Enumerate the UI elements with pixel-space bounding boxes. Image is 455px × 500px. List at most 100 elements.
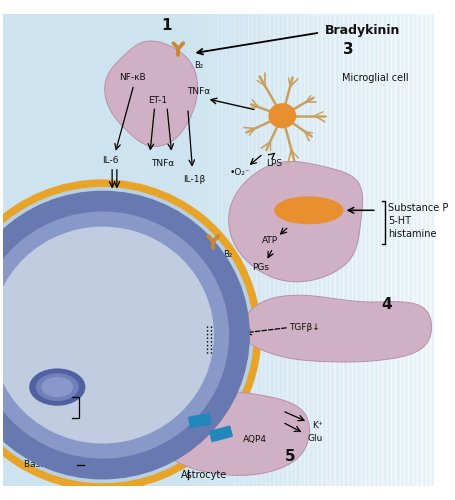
Ellipse shape	[0, 192, 249, 479]
Bar	[177, 14, 182, 486]
Bar	[321, 14, 325, 486]
Text: ATP: ATP	[261, 236, 278, 245]
Text: Capillary: Capillary	[3, 338, 46, 347]
Text: Glu: Glu	[307, 434, 322, 442]
Bar	[230, 14, 234, 486]
Ellipse shape	[0, 212, 228, 458]
Polygon shape	[105, 41, 197, 146]
Polygon shape	[241, 295, 430, 362]
Bar	[325, 14, 329, 486]
Text: 5: 5	[284, 448, 294, 464]
Bar	[286, 14, 290, 486]
Text: Substance P: Substance P	[387, 202, 448, 212]
Bar	[312, 14, 317, 486]
Bar	[316, 14, 321, 486]
Bar	[351, 14, 355, 486]
Bar	[386, 14, 390, 486]
Bar	[225, 14, 230, 486]
Bar	[195, 14, 199, 486]
Bar	[420, 14, 425, 486]
Bar	[221, 14, 225, 486]
Text: Tight: Tight	[185, 336, 208, 344]
Bar	[299, 14, 303, 486]
Bar	[377, 14, 382, 486]
Bar	[191, 14, 195, 486]
Ellipse shape	[0, 228, 213, 443]
Polygon shape	[228, 162, 362, 282]
Text: junction: junction	[178, 345, 215, 354]
Bar	[373, 14, 377, 486]
Ellipse shape	[30, 369, 85, 405]
Text: IL-1β: IL-1β	[183, 174, 205, 184]
Bar	[268, 14, 273, 486]
Bar	[429, 14, 434, 486]
Text: AQP4: AQP4	[242, 434, 266, 444]
Bar	[188, 414, 211, 428]
Bar	[329, 14, 334, 486]
Ellipse shape	[36, 374, 78, 400]
Bar	[290, 14, 295, 486]
Text: TNFα: TNFα	[187, 86, 210, 96]
Bar	[247, 14, 252, 486]
Bar	[343, 14, 347, 486]
Bar	[347, 14, 351, 486]
Bar	[199, 14, 204, 486]
Text: NF-κB: NF-κB	[119, 74, 146, 82]
Ellipse shape	[42, 378, 72, 396]
Text: PGs: PGs	[252, 262, 268, 272]
Bar	[278, 14, 282, 486]
Text: •O₂⁻: •O₂⁻	[229, 168, 250, 177]
Ellipse shape	[0, 180, 260, 490]
Bar	[369, 14, 373, 486]
Bar	[182, 14, 186, 486]
Text: K⁺: K⁺	[311, 422, 322, 430]
Bar	[186, 14, 191, 486]
Ellipse shape	[268, 104, 295, 128]
Bar	[173, 14, 177, 486]
Bar	[403, 14, 408, 486]
Text: [Ca²⁺]ᴵ↑: [Ca²⁺]ᴵ↑	[290, 206, 326, 215]
Bar	[364, 14, 369, 486]
Text: LPS: LPS	[265, 158, 281, 168]
Text: 3: 3	[343, 42, 353, 57]
Bar	[394, 14, 399, 486]
Ellipse shape	[0, 188, 253, 482]
Bar	[260, 14, 264, 486]
Bar	[412, 14, 416, 486]
Text: Bradykinin: Bradykinin	[324, 24, 399, 37]
Bar	[251, 14, 256, 486]
Text: B₂: B₂	[222, 250, 231, 259]
Bar	[208, 14, 212, 486]
Bar	[360, 14, 364, 486]
Bar	[212, 14, 217, 486]
Bar	[273, 14, 278, 486]
Text: 5-HT: 5-HT	[387, 216, 410, 226]
Text: Endothelial: Endothelial	[27, 397, 78, 406]
Bar	[381, 14, 386, 486]
Text: TGFβ↓: TGFβ↓	[288, 323, 318, 332]
Text: 4: 4	[380, 298, 391, 312]
Text: IL-6: IL-6	[102, 156, 118, 164]
Bar	[295, 14, 299, 486]
Text: B₂: B₂	[194, 61, 203, 70]
Text: Agrin?: Agrin?	[189, 411, 218, 420]
Bar	[425, 14, 430, 486]
Bar	[256, 14, 260, 486]
Bar	[203, 14, 208, 486]
Polygon shape	[155, 392, 309, 475]
Bar	[338, 14, 343, 486]
Text: cell: cell	[45, 406, 61, 415]
Bar	[390, 14, 394, 486]
Bar	[399, 14, 403, 486]
Text: Astrocyte: Astrocyte	[180, 470, 227, 480]
Text: histamine: histamine	[387, 229, 436, 239]
Bar	[308, 14, 312, 486]
Text: ET-1: ET-1	[147, 96, 167, 105]
Text: tPA: tPA	[183, 293, 197, 302]
Text: TNFα: TNFα	[150, 158, 173, 168]
Text: Basal lamina: Basal lamina	[24, 460, 81, 469]
Bar	[416, 14, 420, 486]
Bar	[355, 14, 360, 486]
Bar	[243, 14, 247, 486]
Bar	[238, 14, 243, 486]
